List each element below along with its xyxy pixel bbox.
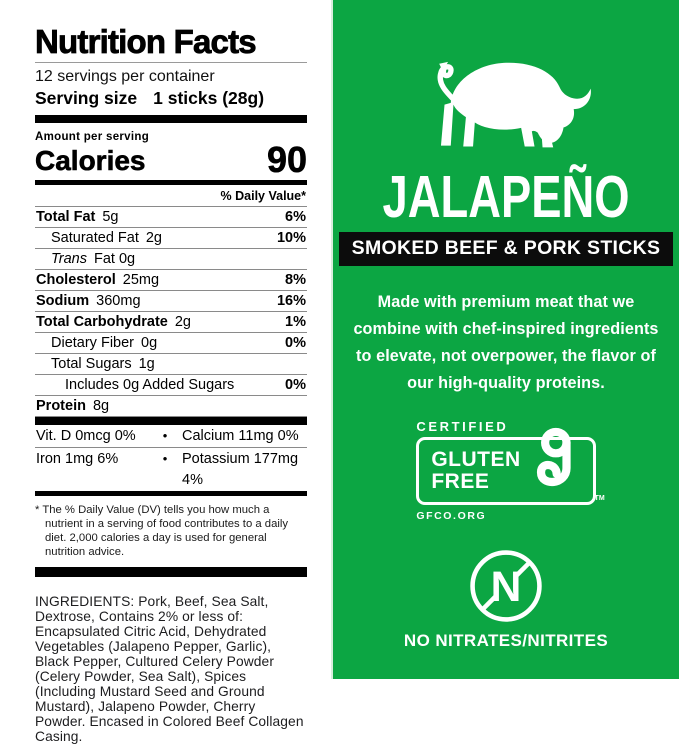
serving-size-row: Serving size 1 sticks (28g): [35, 87, 307, 109]
nutrient-row-total-sugars: Total Sugars 1g: [35, 354, 307, 375]
product-panel: JALAPEÑO SMOKED BEEF & PORK STICKS Made …: [331, 0, 679, 679]
nutrient-row-sodium: Sodium 360mg 16%: [35, 291, 307, 312]
nutrient-row-trans-fat: Trans Fat 0g: [35, 249, 307, 270]
amount-per-serving-label: Amount per serving: [35, 131, 150, 143]
micronutrient-row-1: Vit. D 0mcg 0% • Calcium 11mg 0%: [35, 425, 307, 448]
daily-value-footnote: * The % Daily Value (DV) tells you how m…: [35, 504, 289, 558]
serving-size-value: 1 sticks (28g): [153, 88, 265, 108]
nutrition-facts-label: Nutrition Facts 12 servings per containe…: [35, 23, 308, 744]
gluten-free-wordmark: GLUTEN FREE: [431, 448, 521, 493]
medium-divider: [35, 180, 307, 185]
calories-row: Calories 90: [35, 139, 308, 180]
nutrient-row-total-carbohydrate: Total Carbohydrate 2g 1%: [35, 312, 307, 333]
divider: [35, 62, 307, 63]
calories-label: Calories: [35, 145, 146, 177]
gfco-org-label: GFCO.ORG: [416, 510, 487, 522]
thick-divider: [35, 417, 307, 425]
nutrient-row-total-fat: Total Fat 5g 6%: [35, 207, 307, 228]
gluten-free-g-icon: [536, 427, 571, 486]
ingredients-text: INGREDIENTS: Pork, Beef, Sea Salt, Dextr…: [35, 594, 304, 744]
certified-gluten-free-badge: CERTIFIED GLUTEN FREE TM GFCO.ORG: [416, 419, 605, 522]
nutrition-facts-title: Nutrition Facts: [35, 23, 257, 60]
daily-value-header: % Daily Value*: [35, 185, 307, 207]
no-nitrates-circle-icon: N: [470, 550, 542, 622]
svg-text:N: N: [491, 563, 522, 611]
trademark-symbol: TM: [594, 495, 605, 502]
product-description: Made with premium meat that we combine w…: [353, 293, 659, 392]
certified-label: CERTIFIED: [416, 419, 509, 434]
servings-per-container: 12 servings per container: [35, 68, 215, 85]
bull-icon: [414, 53, 598, 151]
thick-divider: [35, 115, 307, 123]
bullet-separator: •: [162, 428, 168, 443]
micronutrient-row-2: Iron 1mg 6% • Potassium 177mg 4%: [35, 448, 307, 491]
no-nitrates-label: NO NITRATES/NITRITES: [403, 631, 609, 650]
thick-divider: [35, 567, 307, 577]
calories-value: 90: [266, 139, 308, 180]
gluten-free-box: GLUTEN FREE TM: [416, 427, 605, 505]
nutrient-row-protein: Protein 8g: [35, 396, 307, 417]
product-subtitle-banner: SMOKED BEEF & PORK STICKS: [338, 232, 674, 266]
nutrient-row-saturated-fat: Saturated Fat 2g 10%: [35, 228, 307, 249]
nutrient-row-cholesterol: Cholesterol 25mg 8%: [35, 270, 307, 291]
medium-divider: [35, 491, 307, 496]
serving-size-label: Serving size: [35, 88, 138, 108]
flavor-name: JALAPEÑO: [382, 164, 630, 230]
bullet-separator: •: [162, 451, 168, 466]
nutrient-row-added-sugars: Includes 0g Added Sugars 0%: [35, 375, 307, 396]
nutrient-row-dietary-fiber: Dietary Fiber 0g 0%: [35, 333, 307, 354]
